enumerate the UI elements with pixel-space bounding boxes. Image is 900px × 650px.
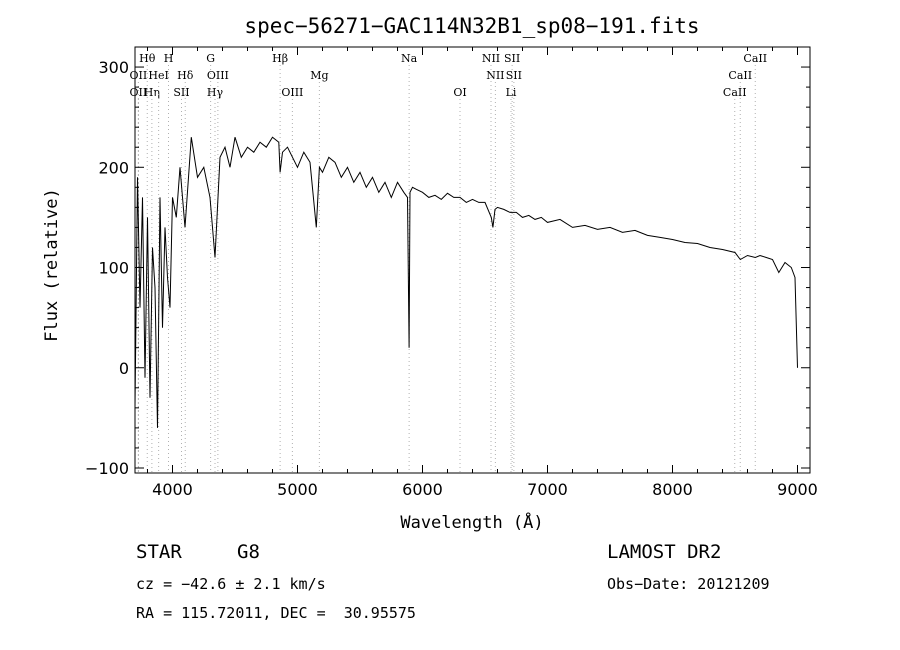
line-marker-label: Na (401, 52, 418, 65)
axis-ticks: 4000 5000 6000 7000 8000 9000 −100 0 100 200 300 (85, 47, 818, 499)
survey-name: LAMOST DR2 (607, 541, 722, 563)
line-marker-label: SII (173, 86, 189, 99)
line-marker-label: Hθ (139, 52, 156, 65)
y-tick-label: 200 (98, 158, 129, 177)
x-tick-label: 7000 (527, 480, 568, 499)
line-marker-layer: OIIHθOIIHηHeIHHδSIIGOIIIHγHβOIIIMgNaOINI… (130, 52, 767, 473)
obs-date: Obs−Date: 20121209 (607, 575, 770, 593)
line-marker-label: HeI (148, 69, 168, 82)
chart-title: spec−56271−GAC114N32B1_sp08−191.fits (244, 14, 699, 38)
x-tick-label: 8000 (652, 480, 693, 499)
line-marker-label: CaII (723, 86, 747, 99)
object-subclass: G8 (237, 541, 260, 563)
line-marker-label: Li (506, 86, 517, 99)
x-tick-label: 9000 (777, 480, 818, 499)
line-marker-label: Mg (310, 69, 328, 82)
line-marker-label: OIII (207, 69, 229, 82)
line-marker-label: CaII (743, 52, 767, 65)
y-axis-label: Flux (relative) (42, 188, 62, 342)
line-marker-label: OII (130, 86, 148, 99)
line-marker-label: SII (506, 69, 522, 82)
line-marker-label: Hδ (177, 69, 194, 82)
line-marker-label: OI (453, 86, 466, 99)
line-marker-label: G (206, 52, 215, 65)
line-marker-label: Hη (144, 86, 160, 99)
x-tick-label: 4000 (152, 480, 193, 499)
line-marker-label: OII (130, 69, 148, 82)
line-marker-label: SII (504, 52, 520, 65)
redshift-readout: cz = −42.6 ± 2.1 km/s (136, 575, 326, 593)
y-tick-label: 100 (98, 259, 129, 278)
line-marker-label: H (164, 52, 174, 65)
line-marker-label: NII (482, 52, 500, 65)
y-tick-label: −100 (85, 459, 129, 478)
object-class: STAR (136, 541, 182, 563)
line-marker-label: OIII (281, 86, 303, 99)
y-tick-label: 300 (98, 58, 129, 77)
line-marker-label: NII (486, 69, 504, 82)
line-marker-label: Hβ (272, 52, 288, 65)
line-marker-label: Hγ (207, 86, 224, 99)
spectrum-line (134, 136, 798, 428)
x-tick-label: 6000 (402, 480, 443, 499)
y-tick-label: 0 (119, 359, 129, 378)
x-axis-label: Wavelength (Å) (400, 511, 543, 533)
line-marker-label: CaII (728, 69, 752, 82)
plot-frame (134, 46, 811, 474)
x-tick-label: 5000 (277, 480, 318, 499)
coordinates: RA = 115.72011, DEC = 30.95575 (136, 604, 416, 622)
